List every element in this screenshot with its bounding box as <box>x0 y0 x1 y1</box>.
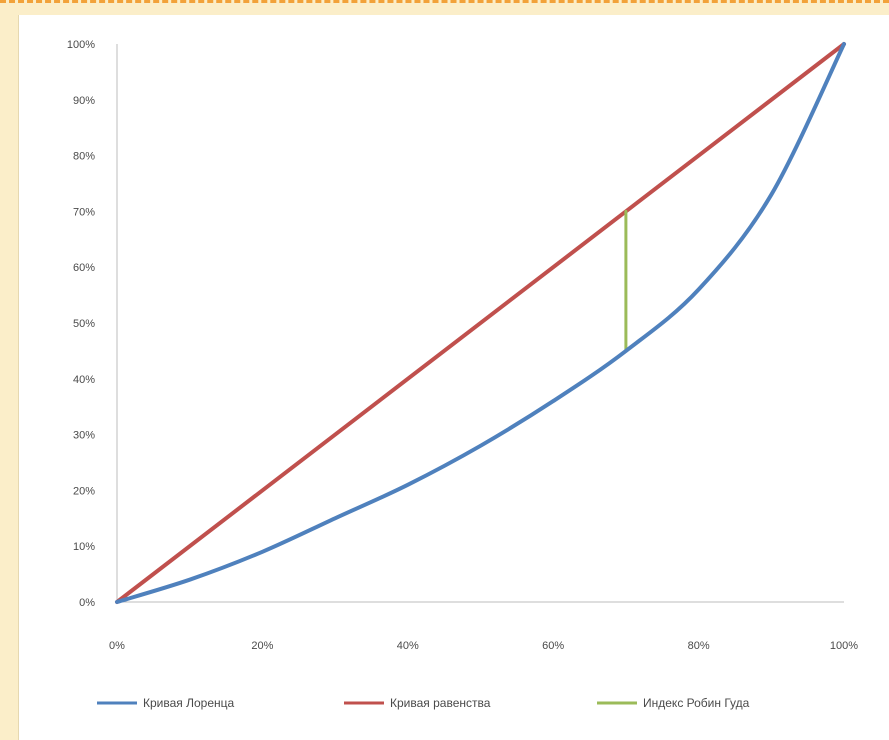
legend-label: Кривая равенства <box>390 696 491 710</box>
x-tick-label: 60% <box>542 640 564 652</box>
y-tick-label: 10% <box>73 541 95 553</box>
legend-label: Кривая Лоренца <box>143 696 235 710</box>
x-tick-label: 40% <box>397 640 419 652</box>
y-tick-label: 50% <box>73 318 95 330</box>
y-tick-label: 100% <box>67 39 95 51</box>
chart-panel: 0% 10% 20% 30% 40% 50% 60% 70% 80% 90% 100% 0% 20% 4… <box>18 15 889 740</box>
x-tick-label: 0% <box>109 640 125 652</box>
y-tick-label: 80% <box>73 151 95 163</box>
y-tick-label: 90% <box>73 95 95 107</box>
legend-item-equality: Кривая равенства <box>344 696 491 710</box>
x-tick-label: 20% <box>251 640 273 652</box>
lorenz-chart: 0% 10% 20% 30% 40% 50% 60% 70% 80% 90% 100% 0% 20% 4… <box>67 39 858 710</box>
y-tick-label: 60% <box>73 262 95 274</box>
y-axis-ticks: 0% 10% 20% 30% 40% 50% 60% 70% 80% 90% 100% <box>67 39 95 609</box>
legend-item-lorenz: Кривая Лоренца <box>97 696 235 710</box>
y-tick-label: 70% <box>73 206 95 218</box>
y-tick-label: 30% <box>73 430 95 442</box>
legend-item-robin-hood: Индекс Робин Гуда <box>597 696 750 710</box>
x-axis-ticks: 0% 20% 40% 60% 80% 100% <box>109 640 858 652</box>
x-tick-label: 80% <box>688 640 710 652</box>
y-tick-label: 40% <box>73 374 95 386</box>
equality-line <box>115 42 846 604</box>
legend: Кривая Лоренца Кривая равенства Индекс Роб… <box>97 696 750 710</box>
axes <box>116 44 844 603</box>
y-tick-label: 20% <box>73 485 95 497</box>
x-tick-label: 100% <box>830 640 858 652</box>
series-layer <box>115 42 846 604</box>
legend-label: Индекс Робин Гуда <box>643 696 750 710</box>
lorenz-curve-line <box>115 42 846 604</box>
y-tick-label: 0% <box>79 597 95 609</box>
